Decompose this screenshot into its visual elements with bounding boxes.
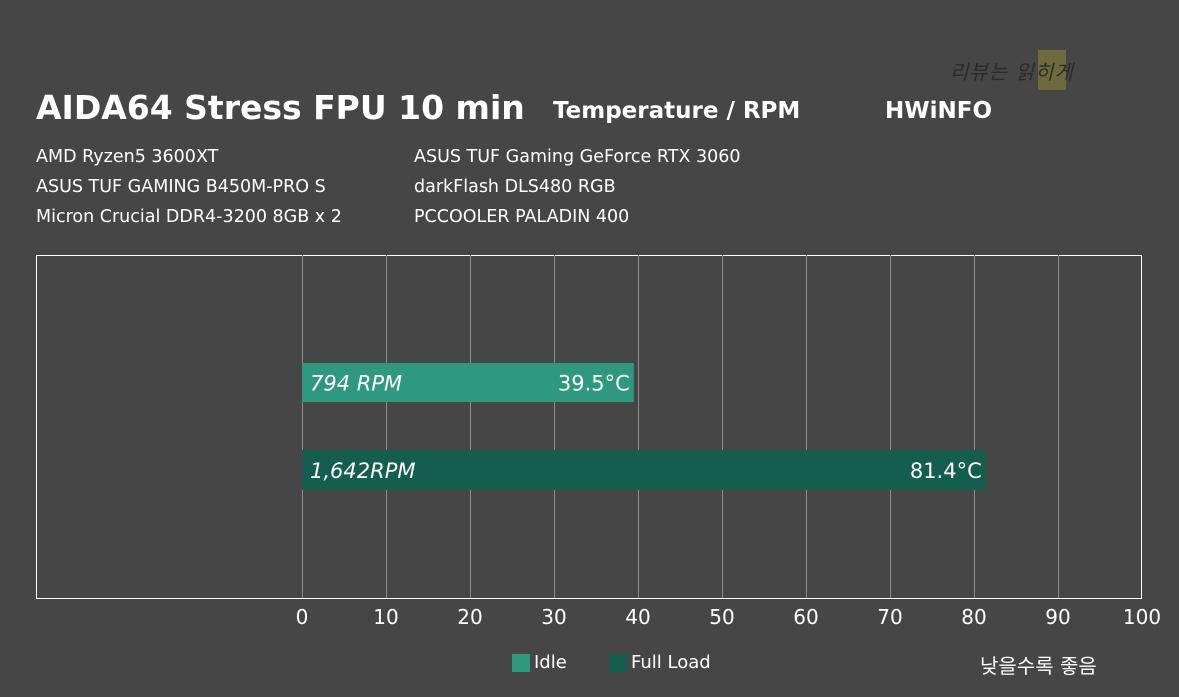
x-tick-label-80: 80 bbox=[961, 605, 986, 629]
chart-title: AIDA64 Stress FPU 10 min bbox=[36, 88, 525, 127]
data-source-label: HWiNFO bbox=[885, 98, 993, 124]
spec-case: darkFlash DLS480 RGB bbox=[414, 177, 616, 197]
legend-item-idle: Idle bbox=[512, 652, 567, 673]
x-tick-label-40: 40 bbox=[625, 605, 650, 629]
x-tick-label-10: 10 bbox=[373, 605, 398, 629]
legend-item-full-load: Full Load bbox=[609, 652, 711, 673]
spec-memory: Micron Crucial DDR4-3200 8GB x 2 bbox=[36, 207, 342, 227]
x-tick-label-50: 50 bbox=[709, 605, 734, 629]
x-tick-label-70: 70 bbox=[877, 605, 902, 629]
spec-gpu: ASUS TUF Gaming GeForce RTX 3060 bbox=[414, 147, 741, 167]
watermark-logo: 리뷰는 읽히게 bbox=[950, 50, 1074, 90]
bar-value-label-idle: 39.5°C bbox=[558, 372, 630, 396]
legend-swatch-idle bbox=[512, 653, 530, 672]
bar-full-load bbox=[302, 450, 986, 490]
spec-motherboard: ASUS TUF GAMING B450M-PRO S bbox=[36, 177, 326, 197]
spec-cooler: PCCOOLER PALADIN 400 bbox=[414, 207, 630, 227]
legend-label-full-load: Full Load bbox=[631, 652, 711, 673]
x-tick-label-60: 60 bbox=[793, 605, 818, 629]
legend-label-idle: Idle bbox=[534, 652, 567, 673]
x-tick-label-0: 0 bbox=[296, 605, 309, 629]
x-tick-label-100: 100 bbox=[1123, 605, 1161, 629]
legend-swatch-full-load bbox=[609, 653, 627, 672]
watermark-text: 리뷰는 읽히게 bbox=[950, 60, 1074, 84]
chart-subtitle: Temperature / RPM bbox=[553, 98, 801, 124]
plot-frame bbox=[36, 255, 1142, 599]
lower-is-better-note: 낮을수록 좋음 bbox=[980, 654, 1097, 678]
x-tick-label-90: 90 bbox=[1045, 605, 1070, 629]
x-tick-label-30: 30 bbox=[541, 605, 566, 629]
x-tick-label-20: 20 bbox=[457, 605, 482, 629]
bar-rpm-label-full-load: 1,642RPM bbox=[310, 459, 416, 483]
bar-idle bbox=[302, 363, 634, 402]
bar-value-label-full-load: 81.4°C bbox=[910, 459, 982, 483]
bar-rpm-label-idle: 794 RPM bbox=[310, 372, 402, 396]
spec-cpu: AMD Ryzen5 3600XT bbox=[36, 147, 219, 167]
